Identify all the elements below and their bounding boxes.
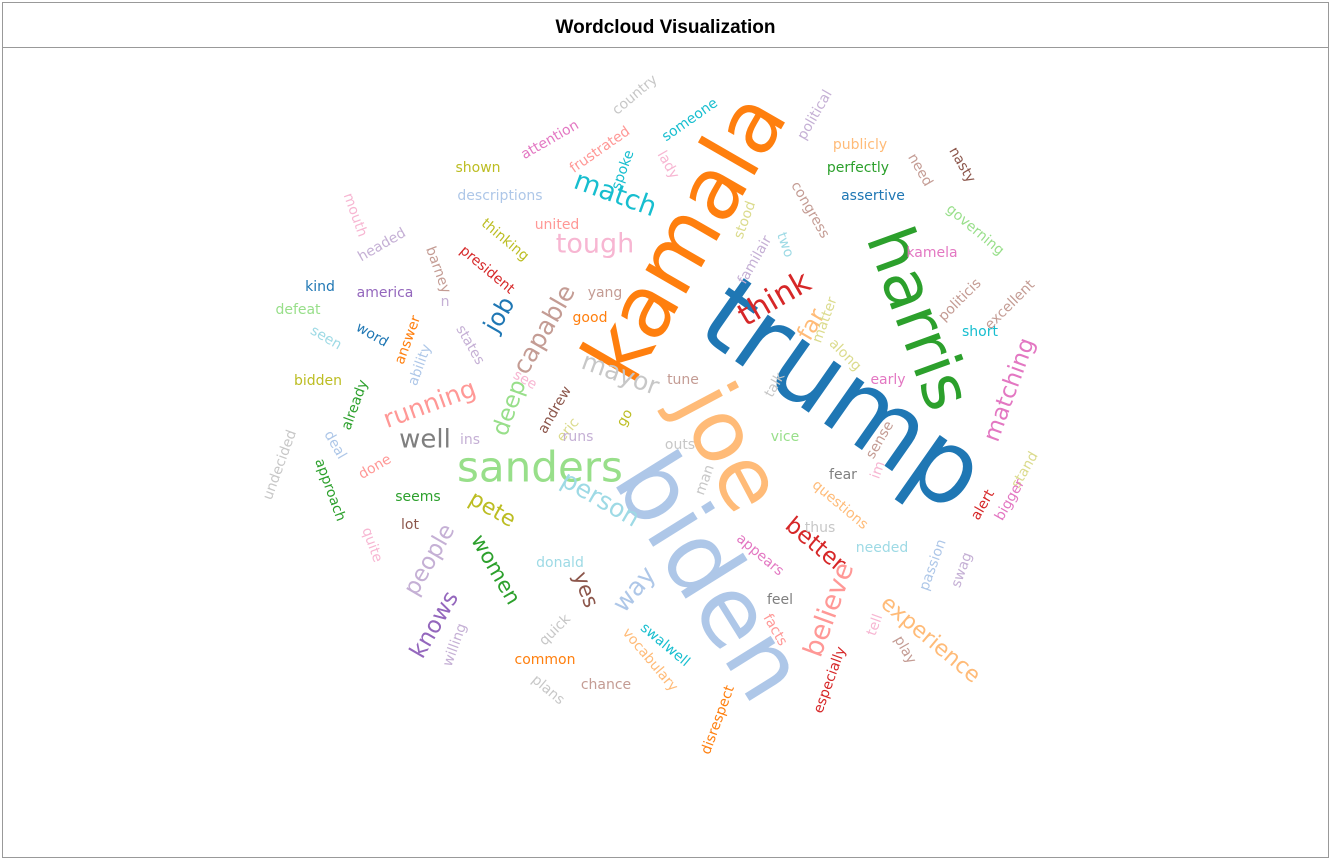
- word: done: [356, 451, 394, 482]
- word: lot: [401, 517, 419, 533]
- word: good: [573, 310, 608, 326]
- word: women: [466, 530, 525, 608]
- word: attention: [518, 117, 581, 163]
- word: capable: [507, 279, 581, 379]
- word: believe: [798, 558, 861, 661]
- word: runs: [563, 429, 594, 445]
- word: matching: [979, 334, 1040, 445]
- word: united: [535, 217, 580, 233]
- word: sanders: [457, 443, 623, 492]
- word: publicly: [833, 137, 887, 153]
- word: n: [441, 294, 450, 310]
- word: ins: [460, 432, 480, 448]
- word: needed: [856, 540, 909, 556]
- word: quite: [358, 525, 385, 564]
- word: congress: [787, 179, 832, 241]
- word: feel: [767, 592, 793, 608]
- word: job: [477, 292, 520, 339]
- word: thus: [805, 520, 836, 536]
- word: already: [339, 378, 372, 433]
- word: descriptions: [457, 188, 542, 204]
- word: seen: [308, 323, 345, 354]
- word: donald: [536, 555, 584, 571]
- word: chance: [581, 677, 631, 693]
- word: defeat: [275, 302, 321, 318]
- word: common: [515, 652, 576, 668]
- word: two: [773, 230, 797, 259]
- word: early: [870, 372, 905, 388]
- word: undecided: [260, 428, 300, 502]
- word: tune: [667, 372, 699, 388]
- word: disrespect: [698, 683, 738, 757]
- word: passion: [916, 537, 949, 593]
- word: short: [962, 324, 998, 340]
- word: assertive: [841, 188, 905, 204]
- word: vice: [771, 429, 800, 445]
- word: seems: [395, 489, 440, 505]
- word: plans: [528, 672, 567, 708]
- word: yes: [568, 568, 603, 610]
- word: kind: [305, 279, 335, 295]
- word: swag: [948, 550, 975, 590]
- word: nasty: [945, 144, 978, 185]
- word: pete: [464, 486, 520, 532]
- word: shown: [455, 160, 500, 176]
- word: need: [904, 151, 935, 189]
- word: go: [614, 406, 637, 429]
- word: america: [357, 285, 414, 301]
- word: well: [399, 425, 451, 455]
- panel-title: Wordcloud Visualization: [3, 3, 1328, 48]
- word: fear: [829, 467, 857, 483]
- word: outs: [665, 437, 695, 453]
- word: approach: [311, 456, 348, 523]
- word: perfectly: [827, 160, 889, 176]
- word: political: [794, 87, 835, 142]
- word: quick: [536, 610, 574, 648]
- word: im: [867, 459, 888, 481]
- word: tough: [556, 229, 634, 260]
- word: barney: [422, 244, 454, 295]
- word: bigger: [992, 476, 1028, 523]
- word: tell: [864, 612, 887, 638]
- word: thinking: [478, 216, 532, 265]
- word: bidden: [294, 373, 342, 389]
- word: kamela: [906, 245, 957, 261]
- word: states: [452, 322, 487, 367]
- word: mouth: [340, 191, 371, 239]
- word: yang: [588, 285, 623, 301]
- word: country: [609, 72, 660, 119]
- word: word: [353, 319, 391, 350]
